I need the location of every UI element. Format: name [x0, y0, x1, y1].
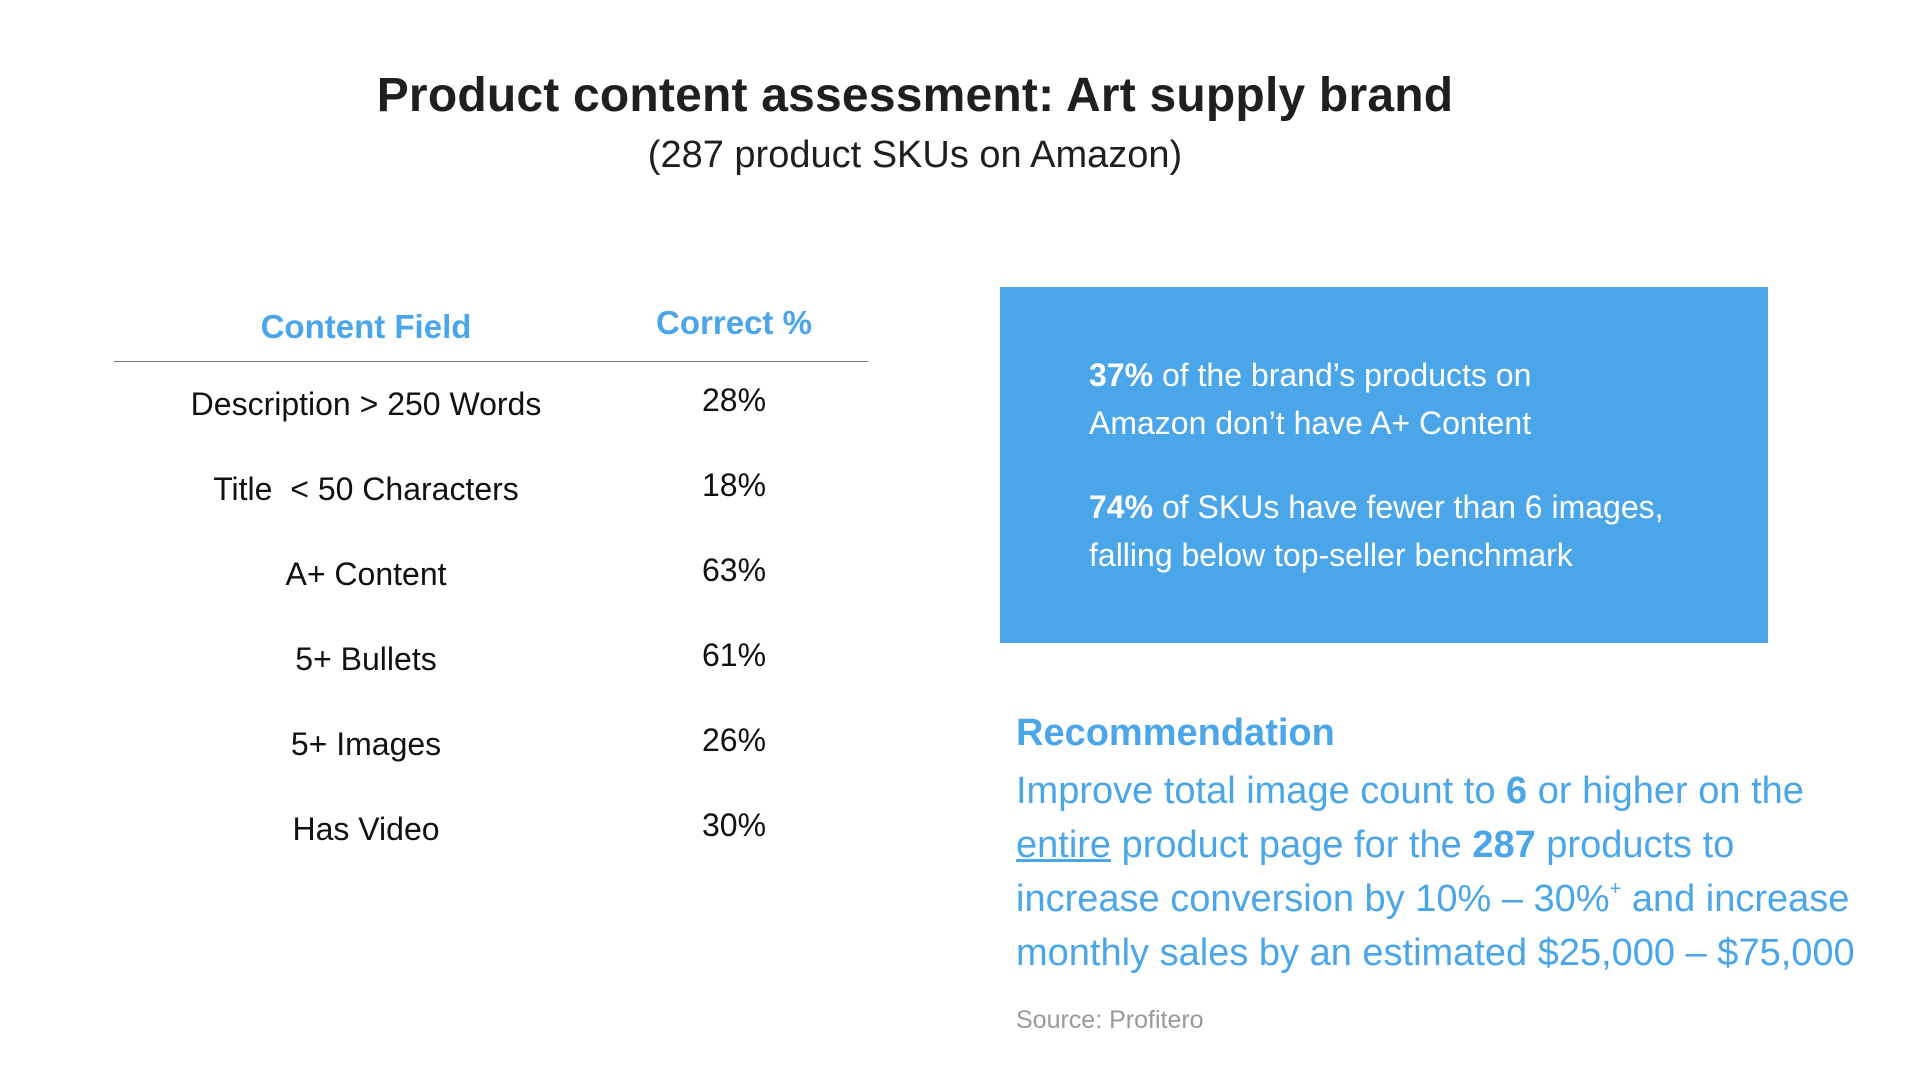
header-correct-pct: Correct % [656, 304, 812, 341]
recommendation-heading: Recommendation [1016, 712, 1335, 754]
recommendation-line: monthly sales by an estimated $25,000 – … [1016, 932, 1855, 974]
table-row: Description > 250 Words 28% [114, 382, 868, 446]
text: product page for the [1111, 824, 1473, 866]
stat-text: of the brand’s products on [1153, 357, 1532, 393]
row-field: Description > 250 Words [190, 386, 542, 422]
key-stats-callout: 37% of the brand’s products on Amazon don… [1000, 287, 1768, 643]
table-row: 5+ Images 26% [114, 722, 868, 786]
emphasis: 287 [1472, 824, 1536, 866]
superscript: + [1609, 878, 1622, 900]
row-pct: 30% [701, 807, 767, 843]
emphasis: 6 [1506, 770, 1528, 812]
text: or higher on the [1527, 770, 1804, 812]
row-field: Has Video [292, 811, 440, 847]
row-pct: 28% [701, 382, 767, 418]
row-pct: 18% [701, 467, 767, 503]
table-row: A+ Content 63% [114, 552, 868, 616]
header-content-field: Content Field [260, 308, 472, 345]
page-subtitle: (287 product SKUs on Amazon) [647, 134, 1183, 176]
stat-a+-content: 37% of the brand’s products on Amazon don… [1089, 351, 1729, 447]
recommendation-body: Improve total image count to 6 or higher… [1016, 764, 1896, 980]
text: increase conversion by 10% – 30% [1016, 878, 1610, 920]
row-field: Title < 50 Characters [213, 471, 519, 507]
stat-text: of SKUs have fewer than 6 images, [1153, 489, 1664, 525]
underlined-text: entire [1016, 824, 1112, 866]
row-pct: 26% [701, 722, 767, 758]
table-row: Title < 50 Characters 18% [114, 467, 868, 531]
stat-value: 74% [1089, 489, 1154, 525]
table-row: Has Video 30% [114, 807, 868, 871]
table-row: 5+ Bullets 61% [114, 637, 868, 701]
page-title: Product content assessment: Art supply b… [376, 69, 1454, 122]
source-note: Source: Profitero [1016, 1006, 1204, 1034]
text: products to [1535, 824, 1735, 866]
text: Improve total image count to [1016, 770, 1507, 812]
recommendation-line: increase conversion by 10% – 30%+ and in… [1016, 872, 1896, 926]
row-field: A+ Content [285, 556, 447, 592]
stat-images: 74% of SKUs have fewer than 6 images, fal… [1089, 483, 1729, 579]
row-pct: 63% [701, 552, 767, 588]
text: and increase [1621, 878, 1850, 920]
row-field: 5+ Bullets [295, 641, 437, 677]
header-divider [114, 361, 868, 362]
row-pct: 61% [701, 637, 767, 673]
row-field: 5+ Images [290, 726, 442, 762]
stat-text: Amazon don’t have A+ Content [1089, 405, 1532, 441]
recommendation-line: entire product page for the 287 products… [1016, 818, 1896, 872]
stat-value: 37% [1089, 357, 1154, 393]
stat-text: falling below top-seller benchmark [1089, 537, 1573, 573]
recommendation-line: Improve total image count to 6 or higher… [1016, 764, 1896, 818]
